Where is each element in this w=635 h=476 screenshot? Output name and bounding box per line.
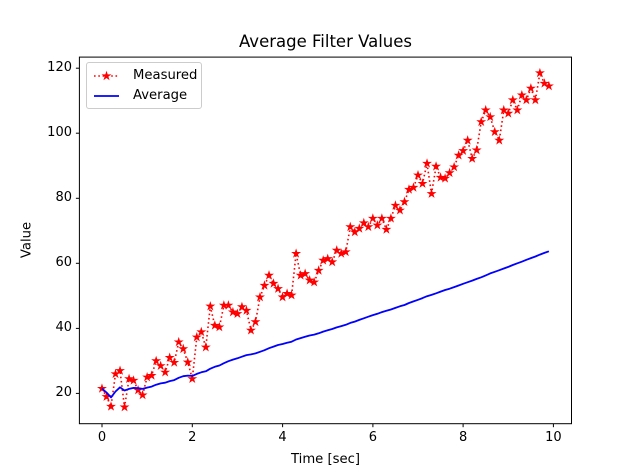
measured-star-markers [97, 67, 554, 412]
plot-border [78, 56, 573, 425]
x-tick-label: 8 [459, 430, 468, 445]
x-tick-label: 0 [97, 430, 107, 445]
y-tick-label: 60 [55, 254, 72, 270]
legend: Measured Average [86, 62, 202, 109]
legend-item-average: Average [93, 88, 201, 103]
measured-line-sample-icon [94, 70, 119, 80]
y-tick-label: 40 [55, 319, 72, 335]
y-tick-label: 100 [47, 124, 72, 140]
x-tick-label: 2 [188, 430, 197, 445]
average-line [101, 250, 550, 399]
legend-label-average: Average [133, 88, 188, 103]
y-axis-label: Value [19, 221, 35, 259]
x-tick-label: 4 [278, 430, 287, 445]
average-line-sample-icon [94, 94, 119, 97]
y-tick-label: 20 [55, 384, 72, 400]
x-axis-label: Time [sec] [291, 452, 360, 467]
legend-label-measured: Measured [133, 68, 198, 83]
x-tick-label: 10 [545, 430, 562, 445]
legend-item-measured: Measured [93, 68, 201, 83]
y-tick-label: 80 [55, 189, 72, 205]
x-tick-label: 6 [368, 430, 377, 445]
y-tick-label: 120 [47, 59, 72, 75]
chart-title: Average Filter Values [238, 32, 413, 51]
